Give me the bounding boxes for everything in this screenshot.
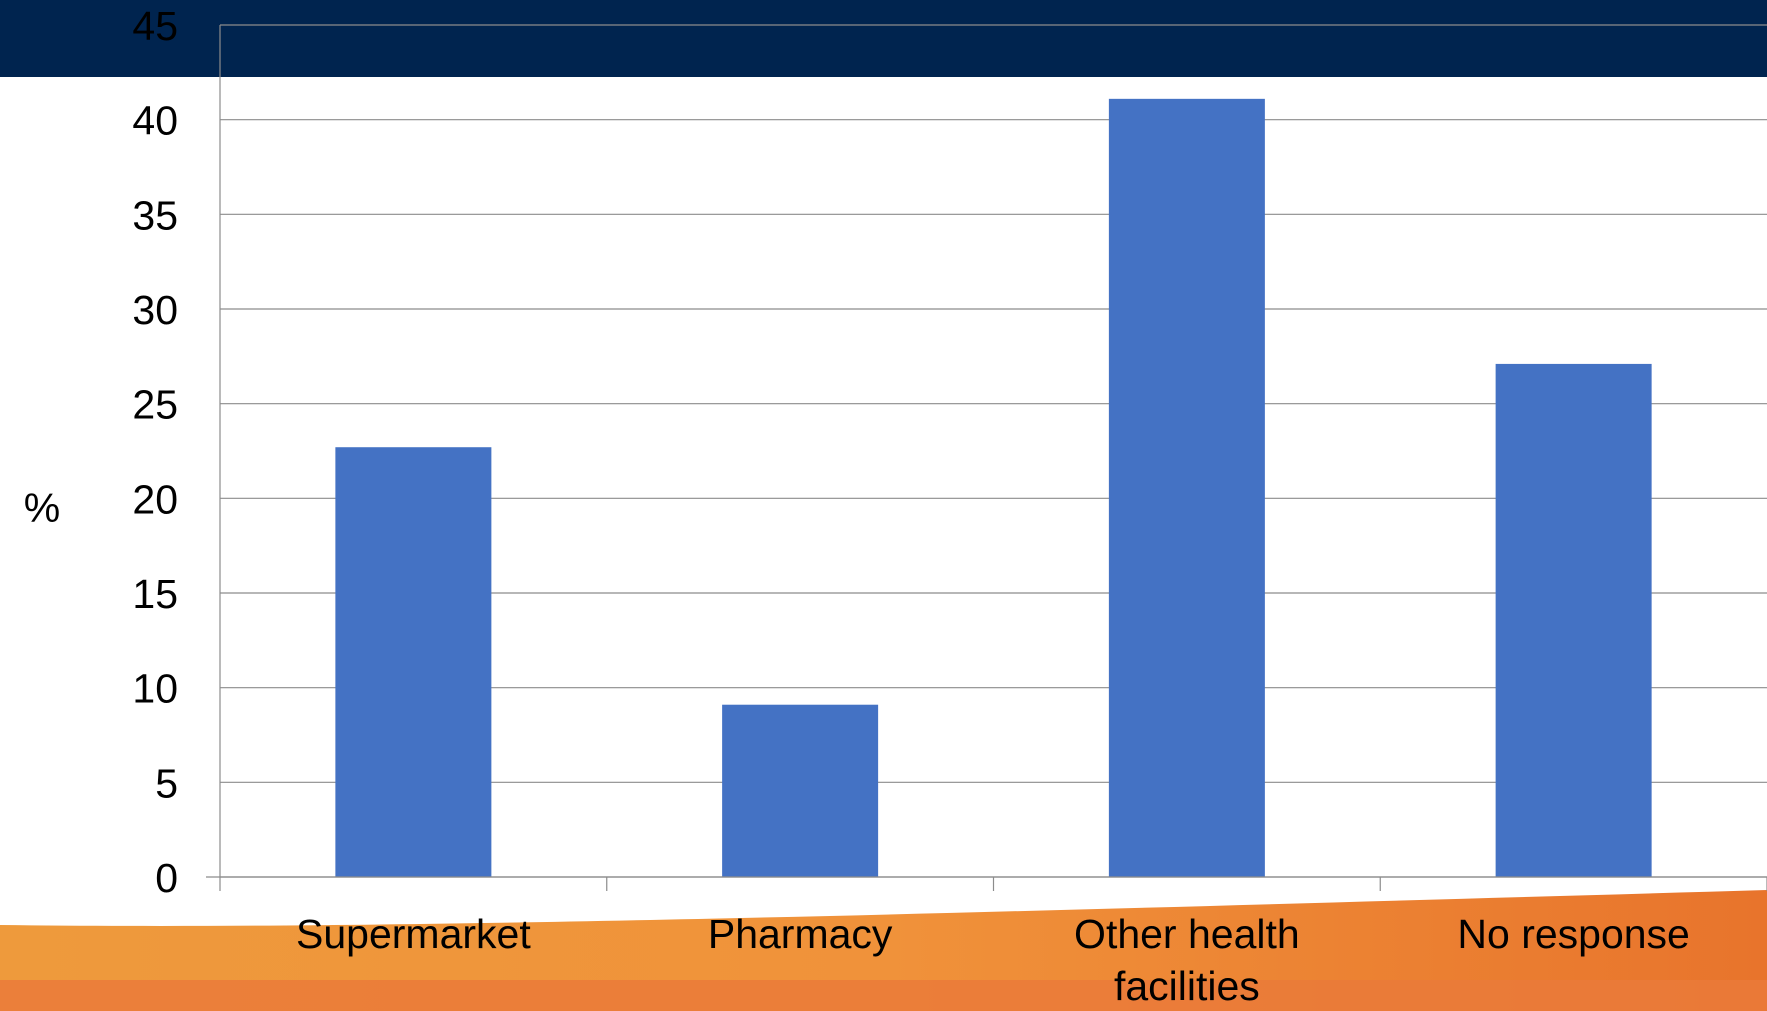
y-tick-label: 40 (132, 98, 178, 144)
y-tick-label: 25 (132, 382, 178, 428)
y-tick-label: 0 (155, 855, 178, 901)
bars (335, 98, 1652, 878)
footer-band (0, 980, 1767, 1011)
y-tick-label: 5 (155, 760, 178, 806)
y-tick-label: 35 (132, 192, 178, 238)
x-category-label: Pharmacy (708, 911, 893, 957)
bar (335, 447, 492, 877)
axes (206, 25, 1767, 891)
y-axis-label: % (24, 485, 60, 531)
y-tick-labels: 0 5 10 15 20 25 30 35 40 45 (132, 3, 178, 901)
y-tick-label: 30 (132, 287, 178, 333)
y-tick-label: 15 (132, 571, 178, 617)
y-tick-label: 10 (132, 666, 178, 712)
y-tick-label: 20 (132, 476, 178, 522)
x-category-label: Other health facilities (1074, 911, 1300, 1009)
bar (722, 704, 879, 877)
y-tick-label: 45 (132, 3, 178, 49)
header-band (0, 0, 1767, 77)
x-category-labels: Supermarket Pharmacy Other health facilitie… (296, 911, 1690, 1009)
x-category-label: Supermarket (296, 911, 531, 957)
bar (1495, 363, 1652, 877)
x-category-label: No response (1457, 911, 1689, 957)
bar (1108, 98, 1265, 878)
